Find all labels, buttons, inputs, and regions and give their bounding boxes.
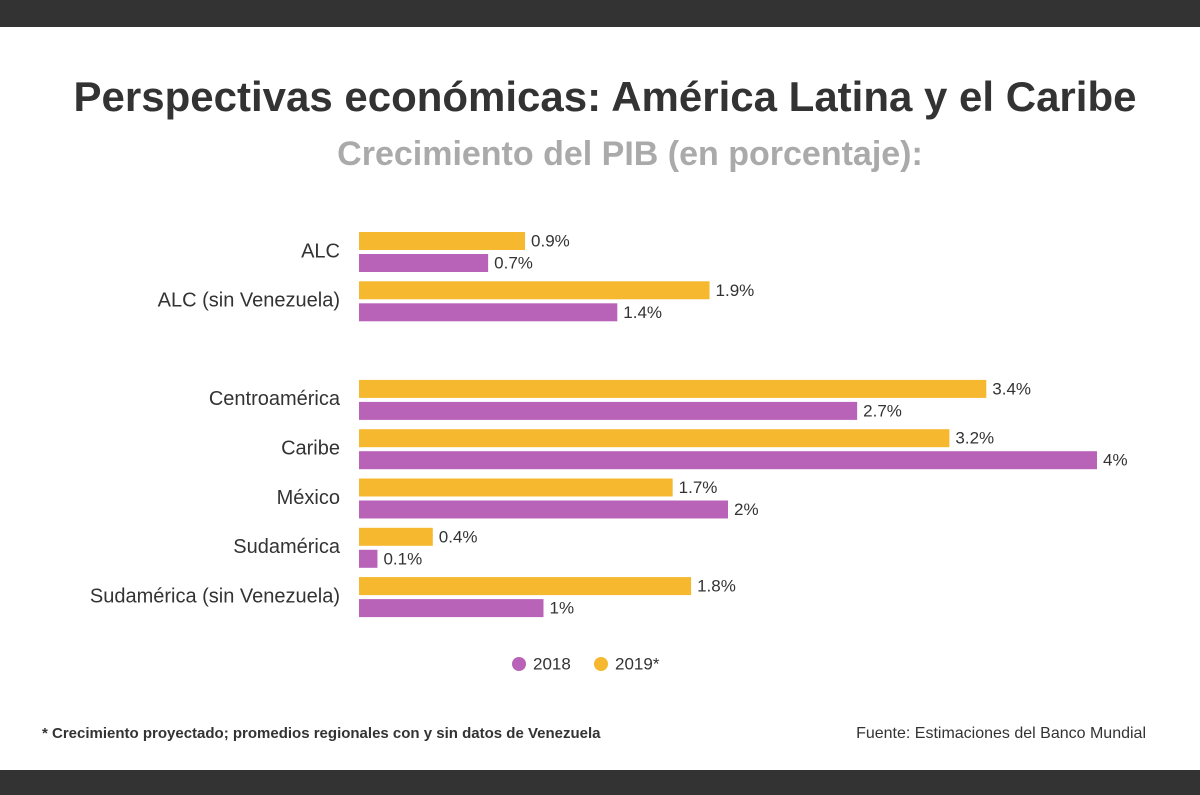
bar [359, 599, 544, 618]
value-label: 1% [550, 599, 575, 618]
bar [359, 232, 526, 250]
value-label: 3.4% [992, 379, 1031, 398]
value-label: 1.9% [716, 281, 755, 300]
legend-marker [512, 657, 526, 671]
bar [359, 527, 433, 546]
value-label: 2.7% [863, 401, 902, 420]
bar [359, 281, 710, 300]
footnote: * Crecimiento proyectado; promedios regi… [42, 725, 601, 742]
value-label: 3.2% [955, 429, 994, 448]
bar [359, 478, 673, 497]
value-label: 0.9% [531, 231, 570, 250]
category-label: Caribe [281, 437, 340, 459]
value-label: 0.7% [494, 253, 533, 272]
legend-label: 2019* [615, 654, 660, 673]
value-label: 1.8% [697, 577, 736, 596]
bar [359, 303, 618, 322]
value-label: 4% [1103, 451, 1128, 470]
bar [359, 451, 1097, 470]
bar [359, 429, 950, 448]
legend-marker [594, 657, 608, 671]
value-label: 0.4% [439, 527, 478, 546]
category-label: México [277, 487, 340, 509]
bar [359, 254, 489, 272]
source: Fuente: Estimaciones del Banco Mundial [856, 725, 1146, 742]
category-label: Sudamérica [233, 536, 341, 558]
bar [359, 401, 858, 420]
category-label: ALC (sin Venezuela) [158, 290, 340, 312]
bottom-band [0, 770, 1200, 795]
category-label: Centroamérica [209, 388, 341, 410]
category-label: ALC [301, 240, 340, 262]
legend-label: 2018 [533, 654, 571, 673]
value-label: 1.4% [623, 303, 662, 322]
value-label: 1.7% [679, 478, 718, 497]
bar [359, 500, 728, 519]
bar [359, 549, 378, 568]
bar [359, 379, 987, 398]
chart-title: Perspectivas económicas: América Latina … [74, 73, 1137, 120]
value-label: 2% [734, 500, 759, 519]
chart-subtitle: Crecimiento del PIB (en porcentaje): [337, 135, 923, 173]
category-label: Sudamérica (sin Venezuela) [90, 585, 340, 607]
top-band [0, 0, 1200, 27]
bar [359, 577, 692, 596]
value-label: 0.1% [383, 549, 422, 568]
